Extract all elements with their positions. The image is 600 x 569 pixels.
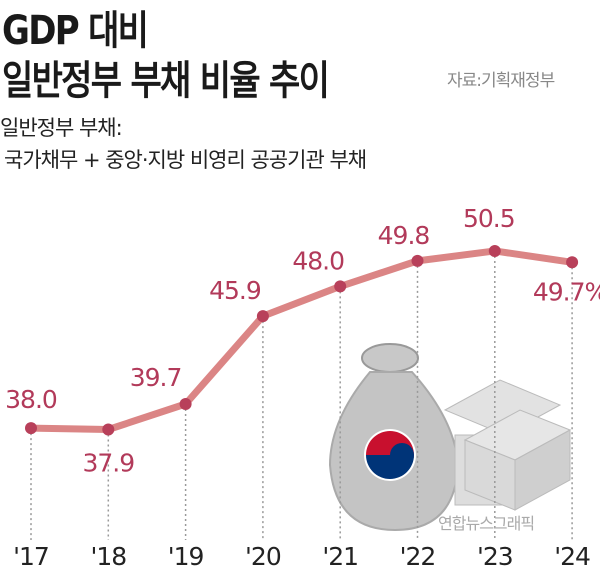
- data-label: 48.0: [292, 246, 344, 275]
- note-line-1: 일반정부 부채:: [0, 116, 123, 140]
- x-tick-label: '22: [400, 542, 436, 569]
- source-label: 자료:기획재정부: [447, 71, 555, 91]
- data-label: 49.8: [378, 221, 430, 250]
- credit-label: 연합뉴스그래픽: [438, 514, 535, 533]
- data-point: [334, 280, 347, 293]
- data-point: [488, 244, 501, 257]
- money-bag-illustration: [328, 343, 460, 532]
- x-tick-label: '17: [13, 542, 49, 569]
- x-tick-label: '21: [322, 542, 358, 569]
- cash-stack-illustration: [443, 379, 572, 511]
- data-point: [411, 254, 424, 267]
- data-label: 38.0: [5, 385, 57, 414]
- data-label: 39.7: [130, 363, 182, 392]
- x-tick-label: '19: [168, 542, 204, 569]
- title-line-1: GDP 대비: [2, 8, 149, 54]
- data-label: 49.7%: [533, 277, 600, 306]
- data-point: [25, 422, 37, 435]
- data-point: [102, 423, 115, 436]
- x-tick-label: '18: [90, 542, 126, 569]
- x-tick-label: '23: [477, 542, 513, 569]
- x-tick-label: '20: [245, 542, 281, 569]
- data-label: 45.9: [209, 276, 261, 305]
- x-tick-label: '24: [554, 542, 590, 569]
- data-point: [566, 256, 579, 269]
- data-point: [179, 398, 192, 410]
- data-label: 50.5: [463, 204, 515, 233]
- title-line-2: 일반정부 부채 비율 추이: [2, 58, 330, 104]
- series-line: [30, 247, 573, 434]
- data-point: [256, 310, 269, 323]
- note-line-2: 국가채무 + 중앙·지방 비영리 공공기관 부채: [4, 148, 367, 172]
- data-label: 37.9: [82, 449, 134, 478]
